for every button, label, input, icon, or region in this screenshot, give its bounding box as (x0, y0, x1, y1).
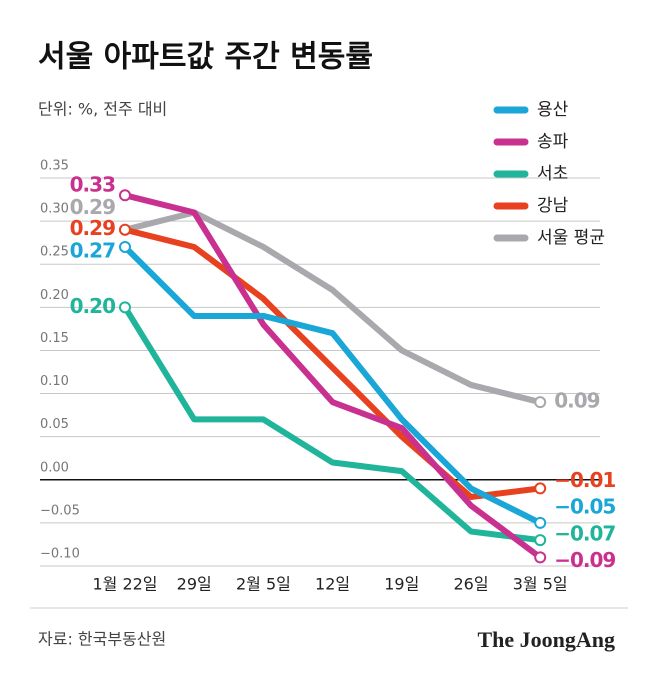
y-tick-label: 0.10 (40, 374, 69, 389)
y-tick-label: 0.30 (40, 202, 69, 217)
x-tick-label: 12일 (315, 575, 350, 594)
series-line (122, 192, 544, 561)
y-tick-label: −0.10 (40, 547, 80, 562)
x-tick-label: 3월 5일 (513, 575, 568, 594)
point-marker (534, 396, 547, 409)
value-label: 0.33 (70, 173, 115, 197)
series-line (122, 243, 544, 526)
y-tick-label: 0.05 (40, 417, 69, 432)
point-marker (119, 223, 131, 236)
point-marker (534, 534, 547, 547)
value-label: −0.01 (554, 468, 615, 492)
point-marker (119, 240, 131, 253)
legend-label: 송파 (537, 132, 569, 152)
point-marker (119, 189, 131, 202)
brand: The JoongAng (477, 627, 615, 652)
y-tick-label: 0.25 (40, 245, 69, 260)
value-label: 0.09 (554, 389, 599, 413)
y-tick-label: 0.15 (40, 331, 69, 346)
point-marker (119, 301, 131, 314)
legend-label: 강남 (537, 196, 569, 216)
value-label: 0.20 (70, 294, 115, 318)
y-tick-label: −0.05 (40, 503, 80, 518)
source: 자료: 한국부동산원 (38, 630, 166, 649)
value-label: 0.29 (70, 195, 115, 219)
value-label: −0.09 (554, 548, 615, 572)
y-tick-label: 0.35 (40, 159, 69, 174)
point-marker (534, 516, 547, 529)
x-tick-label: 1월 22일 (92, 575, 157, 594)
subtitle: 단위: %, 전주 대비 (38, 100, 167, 119)
point-marker (534, 482, 547, 495)
series-line (122, 304, 544, 544)
value-label: 0.27 (70, 238, 115, 262)
y-tick-label: 0.00 (40, 460, 69, 475)
value-label: −0.05 (554, 494, 615, 518)
series-line (122, 226, 544, 501)
x-tick-label: 19일 (384, 575, 419, 594)
x-tick-label: 26일 (453, 575, 488, 594)
x-tick-label: 29일 (177, 575, 212, 594)
chart-title: 서울 아파트값 주간 변동률 (38, 40, 373, 75)
legend-label: 서초 (537, 164, 568, 184)
value-label: −0.07 (554, 522, 615, 546)
point-marker (534, 551, 547, 564)
x-tick-label: 2월 5일 (236, 575, 291, 594)
legend-label: 서울 평균 (537, 228, 605, 248)
y-tick-label: 0.20 (40, 288, 69, 303)
value-label: 0.29 (70, 216, 115, 240)
legend-label: 용산 (537, 100, 569, 120)
